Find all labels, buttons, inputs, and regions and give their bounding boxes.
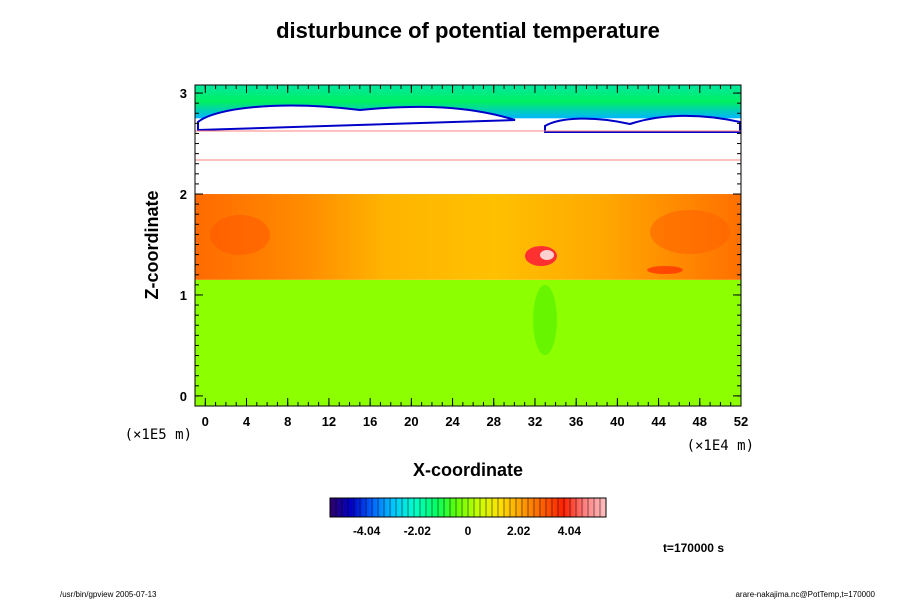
colorbar-ticks: -4.04 -2.02 0 2.02 4.04 [353,524,581,538]
colorbar: -4.04 -2.02 0 2.02 4.04 [329,497,607,538]
colorbar-tick-label: 2.02 [507,524,531,538]
region-middle-layer [195,194,741,280]
texture-features [195,104,741,355]
x-tick-label: 20 [404,414,418,429]
x-tick-label: 0 [202,414,209,429]
footer-right: arare-nakajima.nc@PotTemp,t=170000 [735,590,875,599]
x-tick-label: 40 [610,414,624,429]
x-tick-label: 32 [528,414,542,429]
y-tick-label: 0 [180,389,187,404]
right-low-eddy [647,266,683,274]
plot-area [194,84,742,407]
colorbar-tick-label: 4.04 [558,524,582,538]
x-tick-label: 52 [734,414,748,429]
x-tick-label: 24 [445,414,460,429]
chart-title: disturbunce of potential temperature [276,18,660,43]
x-tick-label: 8 [284,414,291,429]
y-tick-label: 1 [180,288,187,303]
colorbar-stripes [335,498,601,517]
region-lower-layer [195,279,741,406]
x-tick-label: 44 [651,414,666,429]
y-tick-label: 2 [180,187,187,202]
x-tick-label: 16 [363,414,377,429]
y-tick-label: 3 [180,86,187,101]
x-axis: 0 4 8 12 16 20 24 28 32 36 40 44 48 52 [194,85,748,429]
colorbar-tick-label: 0 [465,524,472,538]
y-axis: 0 1 2 3 [180,86,741,407]
x-tick-label: 48 [693,414,707,429]
x-axis-label: X-coordinate [413,460,523,480]
plot-frame [194,84,742,407]
time-label: t=170000 s [663,541,724,555]
colorbar-tick-label: -4.04 [353,524,381,538]
colorbar-tick-label: -2.02 [404,524,432,538]
right-eddy [650,210,730,254]
x-tick-label: 28 [487,414,501,429]
footer-left: /usr/bin/gpview 2005-07-13 [60,590,157,599]
plume [533,285,557,355]
x-tick-label: 12 [322,414,336,429]
warm-anomaly-core [540,250,554,260]
x-tick-label: 36 [569,414,583,429]
top-cloud-2 [544,114,741,133]
x-scale-label: (×1E4 m) [687,438,754,454]
y-axis-label: Z-coordinate [142,190,162,299]
left-eddy [210,215,270,255]
colorbar-frame [329,497,607,518]
top-cloud [197,104,516,132]
y-scale-label: (×1E5 m) [125,427,192,443]
x-tick-label: 4 [243,414,251,429]
